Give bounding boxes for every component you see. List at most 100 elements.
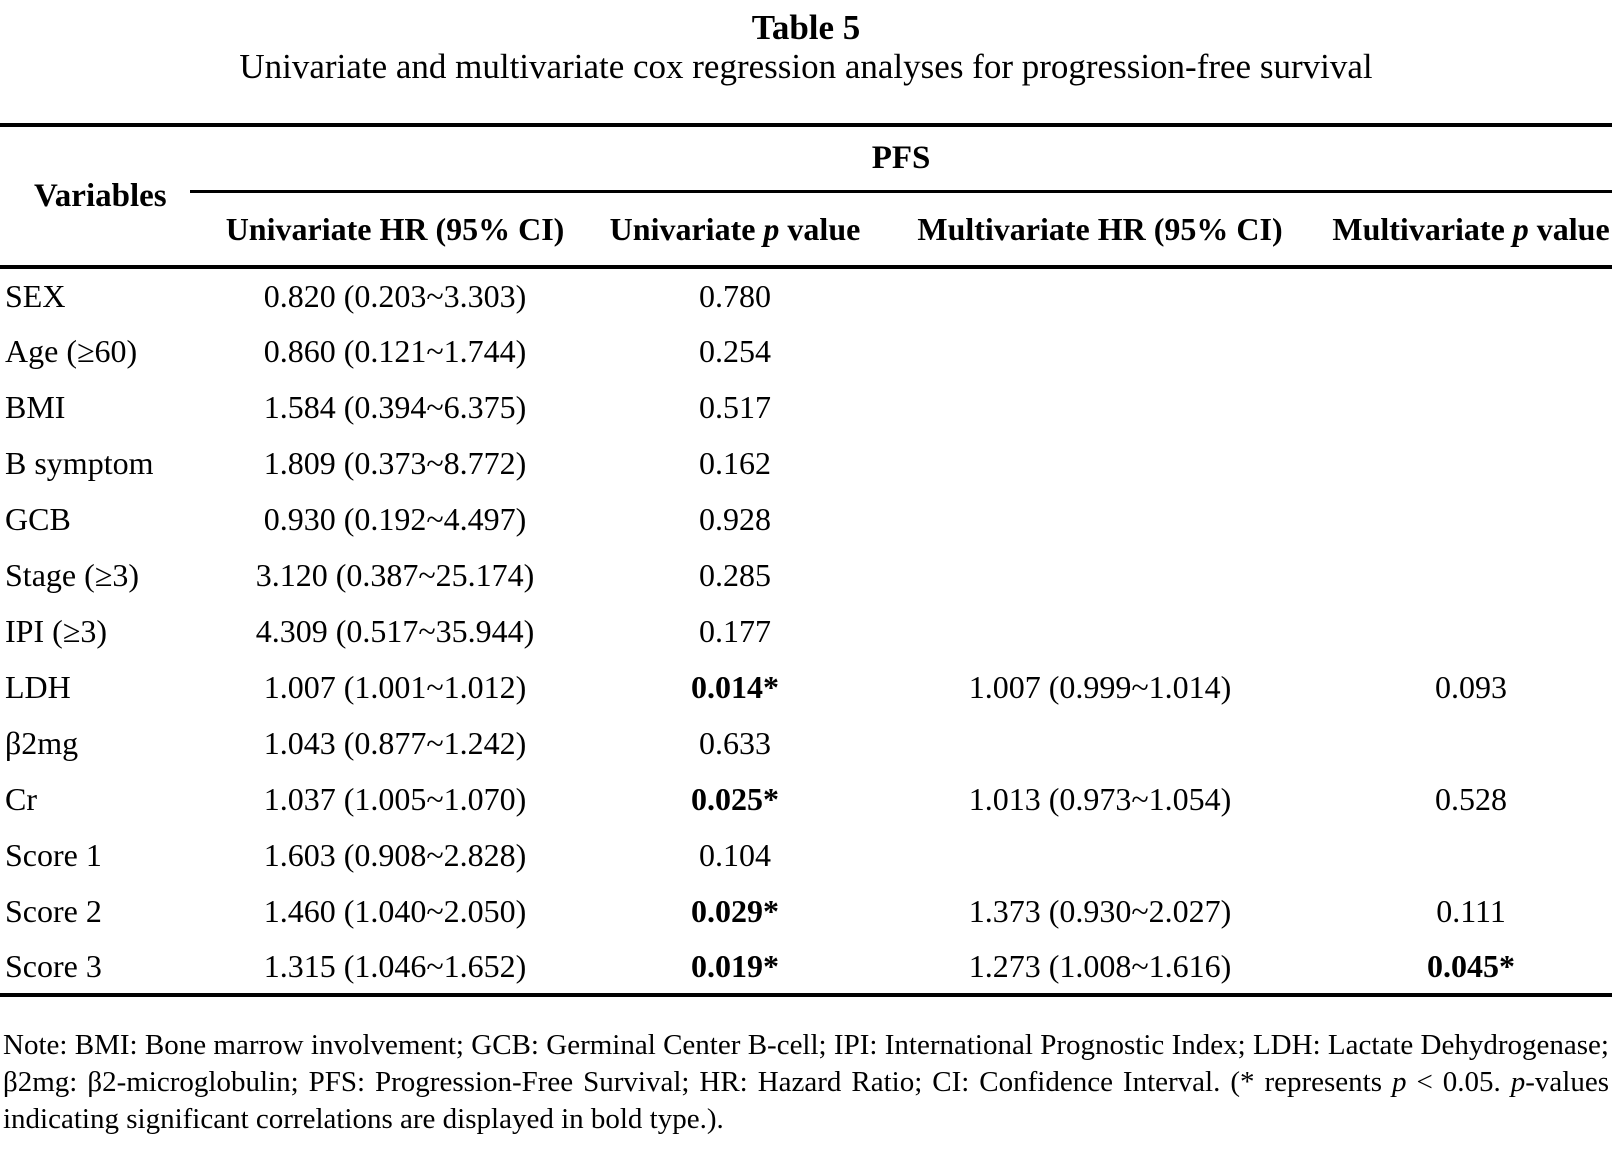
univariate-hr-cell: 1.584 (0.394~6.375) (263, 388, 527, 425)
column-header-row: Univariate HR (95% CI) Univariate p valu… (0, 191, 1612, 270)
univariate-hr-cell: 1.460 (1.040~2.050) (263, 892, 527, 929)
group-header-row: Variables PFS (0, 125, 1612, 270)
univariate-hr-cell: 0.930 (0.192~4.497) (263, 500, 527, 537)
univariate-hr-cell: 3.120 (0.387~25.174) (255, 556, 535, 593)
note-italic-p: p (1510, 1066, 1526, 1099)
column-header-text: value (1528, 210, 1610, 247)
note-text: < 0.05. (1406, 1066, 1511, 1099)
multivariate-p-cell (1330, 267, 1612, 323)
univariate-p-cell: 0.633 (699, 724, 771, 761)
table-row: LDH 1.007 (1.001~1.012) 0.014* 1.007 (0.999… (0, 659, 1612, 715)
note-text: -values indicating significant correlati… (3, 1066, 1609, 1136)
multivariate-hr-cell (870, 603, 1330, 659)
variable-cell: Age (≥60) (5, 332, 138, 369)
variable-cell: BMI (5, 388, 66, 425)
univariate-hr-cell: 0.860 (0.121~1.744) (263, 332, 527, 369)
multivariate-p-cell (1330, 435, 1612, 491)
column-header-text: Multivariate (1332, 210, 1513, 247)
column-header-univariate-p: Univariate p value (600, 191, 870, 270)
table-note: Note: BMI: Bone marrow involvement; GCB:… (0, 1027, 1612, 1138)
univariate-hr-cell: 1.315 (1.046~1.652) (263, 947, 527, 984)
variable-cell: Score 3 (5, 947, 102, 984)
table-header: Variables PFS Univariate HR (95% CI) Uni… (0, 125, 1612, 270)
table-row: β2mg 1.043 (0.877~1.242) 0.633 (0, 715, 1612, 771)
note-text: Note: BMI: Bone marrow involvement; GCB:… (3, 1029, 1609, 1099)
univariate-p-cell: 0.029* (691, 892, 779, 929)
multivariate-hr-cell (870, 379, 1330, 435)
column-header-multivariate-hr: Multivariate HR (95% CI) (870, 191, 1330, 270)
univariate-p-cell: 0.177 (699, 612, 771, 649)
multivariate-hr-cell: 1.013 (0.973~1.054) (968, 780, 1232, 817)
multivariate-p-cell (1330, 715, 1612, 771)
variables-header: Variables (0, 125, 190, 270)
multivariate-p-cell (1330, 323, 1612, 379)
univariate-hr-cell: 1.007 (1.001~1.012) (263, 668, 527, 705)
univariate-p-cell: 0.517 (699, 388, 771, 425)
univariate-p-cell: 0.014* (691, 668, 779, 705)
variable-cell: IPI (≥3) (5, 612, 107, 649)
multivariate-hr-cell (870, 827, 1330, 883)
univariate-p-cell: 0.254 (699, 332, 771, 369)
multivariate-p-cell (1330, 379, 1612, 435)
table-caption: Univariate and multivariate cox regressi… (239, 47, 1373, 87)
column-header-italic: p (1512, 210, 1529, 247)
column-header-univariate-hr: Univariate HR (95% CI) (190, 191, 600, 270)
multivariate-p-cell: 0.093 (1435, 668, 1508, 705)
table-row: SEX 0.820 (0.203~3.303) 0.780 (0, 267, 1612, 323)
table-row: GCB 0.930 (0.192~4.497) 0.928 (0, 491, 1612, 547)
variable-cell: B symptom (5, 444, 154, 481)
univariate-hr-cell: 0.820 (0.203~3.303) (263, 277, 527, 314)
column-header-text: Univariate (609, 210, 764, 247)
univariate-hr-cell: 1.603 (0.908~2.828) (263, 836, 527, 873)
univariate-hr-cell: 1.809 (0.373~8.772) (263, 444, 527, 481)
multivariate-hr-cell (870, 715, 1330, 771)
table-row: Score 2 1.460 (1.040~2.050) 0.029* 1.373 (0… (0, 883, 1612, 939)
table-row: Score 1 1.603 (0.908~2.828) 0.104 (0, 827, 1612, 883)
table-row: B symptom 1.809 (0.373~8.772) 0.162 (0, 435, 1612, 491)
cox-regression-table: Variables PFS Univariate HR (95% CI) Uni… (0, 123, 1612, 998)
variable-cell: Score 1 (5, 836, 102, 873)
column-header-text: Univariate HR (95% CI) (225, 210, 565, 247)
univariate-hr-cell: 1.043 (0.877~1.242) (263, 724, 527, 761)
multivariate-hr-cell: 1.273 (1.008~1.616) (968, 947, 1232, 984)
column-header-text: value (779, 210, 861, 247)
univariate-p-cell: 0.285 (699, 556, 771, 593)
variable-cell: Stage (≥3) (5, 556, 139, 593)
multivariate-p-cell (1330, 603, 1612, 659)
table-row: Score 3 1.315 (1.046~1.652) 0.019* 1.273 (1… (0, 939, 1612, 995)
pfs-group-header: PFS (190, 125, 1612, 193)
variable-cell: GCB (5, 500, 71, 537)
multivariate-p-cell: 0.528 (1435, 780, 1508, 817)
table-row: IPI (≥3) 4.309 (0.517~35.944) 0.177 (0, 603, 1612, 659)
table-row: Stage (≥3) 3.120 (0.387~25.174) 0.285 (0, 547, 1612, 603)
univariate-p-cell: 0.025* (691, 780, 779, 817)
multivariate-hr-cell (870, 547, 1330, 603)
variable-cell: Score 2 (5, 892, 102, 929)
multivariate-hr-cell: 1.373 (0.930~2.027) (968, 892, 1232, 929)
multivariate-hr-cell (870, 491, 1330, 547)
table-row: Age (≥60) 0.860 (0.121~1.744) 0.254 (0, 323, 1612, 379)
note-italic-p: p (1391, 1066, 1407, 1099)
table-row: BMI 1.584 (0.394~6.375) 0.517 (0, 379, 1612, 435)
table-body: SEX 0.820 (0.203~3.303) 0.780 Age (≥60) 0.86… (0, 267, 1612, 995)
multivariate-p-cell: 0.111 (1436, 892, 1506, 929)
variable-cell: LDH (5, 668, 71, 705)
multivariate-p-cell: 0.045* (1427, 947, 1516, 984)
variable-cell: Cr (5, 780, 37, 817)
univariate-p-cell: 0.104 (699, 836, 771, 873)
multivariate-p-cell (1330, 491, 1612, 547)
multivariate-p-cell (1330, 547, 1612, 603)
multivariate-hr-cell (870, 267, 1330, 323)
table-number-title: Table 5 (751, 8, 861, 47)
column-header-multivariate-p: Multivariate p value (1330, 191, 1612, 270)
multivariate-hr-cell: 1.007 (0.999~1.014) (968, 668, 1232, 705)
multivariate-p-cell (1330, 827, 1612, 883)
univariate-p-cell: 0.928 (699, 500, 771, 537)
column-header-text: Multivariate HR (95% CI) (917, 210, 1283, 247)
variable-cell: β2mg (5, 724, 79, 761)
univariate-p-cell: 0.780 (699, 277, 771, 314)
univariate-p-cell: 0.162 (699, 444, 771, 481)
univariate-p-cell: 0.019* (691, 947, 779, 984)
univariate-hr-cell: 4.309 (0.517~35.944) (255, 612, 535, 649)
